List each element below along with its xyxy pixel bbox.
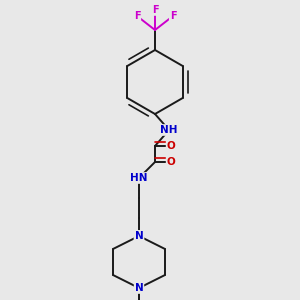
Text: F: F	[152, 5, 158, 15]
Text: F: F	[134, 11, 140, 21]
Text: O: O	[167, 157, 176, 167]
Text: F: F	[170, 11, 176, 21]
Text: HN: HN	[130, 173, 148, 183]
Text: NH: NH	[160, 125, 178, 135]
Text: O: O	[167, 141, 176, 151]
Text: N: N	[135, 231, 143, 241]
Text: N: N	[135, 231, 143, 241]
Text: N: N	[135, 283, 143, 293]
